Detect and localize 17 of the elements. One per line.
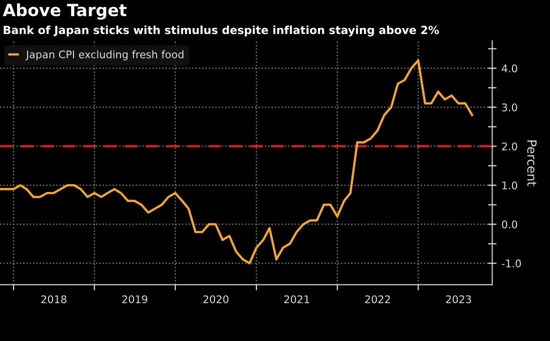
y-tick-label: 2.0 (502, 142, 518, 150)
x-tick-label: 2022 (365, 295, 390, 304)
legend-label: Japan CPI excluding fresh food (26, 50, 184, 60)
chart-subtitle: Bank of Japan sticks with stimulus despite inflation staying above 2% (4, 26, 439, 36)
y-axis-title: Percent (527, 140, 536, 186)
x-tick-label: 2021 (284, 295, 310, 304)
x-tick-label: 2023 (446, 295, 471, 304)
x-tick-label: 2020 (203, 295, 228, 304)
chart-title: Above Target (2, 3, 127, 20)
y-tick-label: 3.0 (502, 103, 518, 112)
line-series (0, 59, 474, 264)
x-tick-label: 2018 (41, 295, 66, 304)
y-tick-label: -1.0 (502, 260, 521, 268)
x-tick-label: 2019 (122, 295, 148, 304)
y-tick-label: 1.0 (502, 181, 518, 190)
y-tick-label: 4.0 (502, 64, 518, 72)
y-tick-label: 0.0 (502, 220, 518, 228)
